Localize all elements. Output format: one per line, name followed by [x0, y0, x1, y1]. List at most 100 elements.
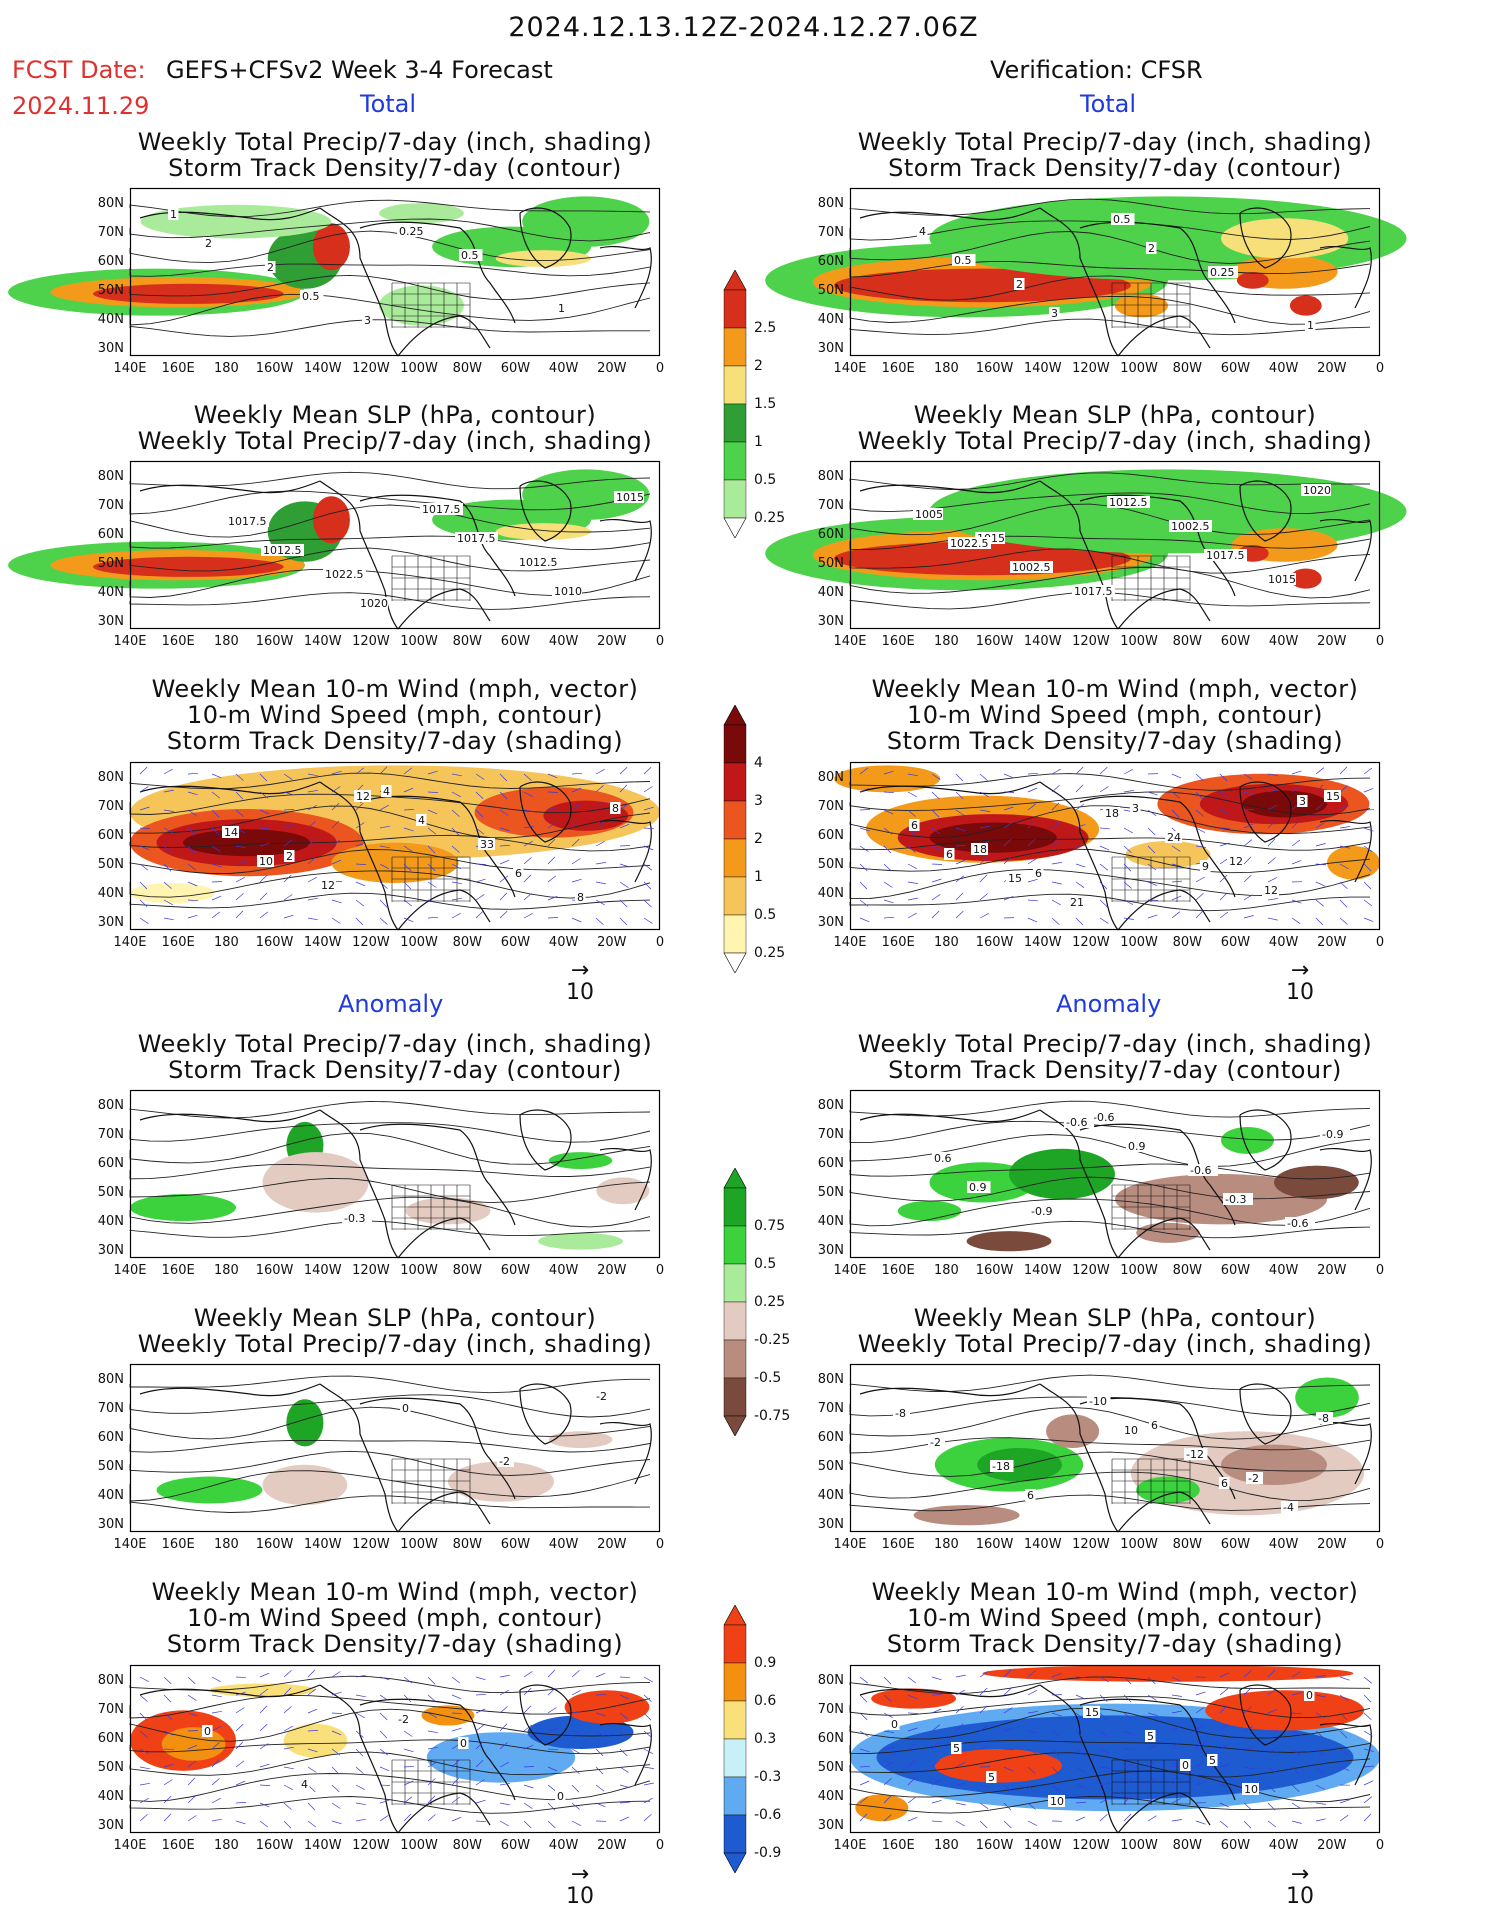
contour-label-bg	[358, 597, 388, 609]
lat-tick-label: 80N	[817, 1372, 844, 1387]
contour-label: 0.6	[934, 1152, 952, 1165]
lon-tick-label: 80W	[1172, 935, 1202, 950]
coastlines	[859, 1383, 1372, 1533]
coastlines	[859, 207, 1372, 357]
fcst-date-value: 2024.11.29	[12, 92, 150, 120]
contour-label-bg	[889, 1718, 900, 1730]
contour-label-bg	[299, 1778, 310, 1790]
lat-tick-label: 70N	[97, 225, 124, 240]
colorbar-swatch	[723, 1225, 747, 1265]
lon-tick-label: 60W	[500, 1263, 531, 1278]
lat-tick-label: 80N	[817, 770, 844, 785]
shaded-region	[331, 842, 459, 883]
shaded-region	[1136, 1476, 1200, 1504]
lon-tick-label: 160W	[255, 1537, 294, 1552]
contour-label-bg	[1091, 1111, 1121, 1123]
colorbar-cap	[723, 517, 747, 539]
lon-tick-label: 120W	[1072, 1263, 1110, 1278]
shaded-region	[982, 1665, 1354, 1682]
lon-tick-label: 80W	[1172, 1537, 1202, 1552]
lon-tick-label: 140E	[833, 1263, 867, 1278]
shaded-region	[1125, 840, 1211, 868]
lon-tick-label: 120W	[1072, 361, 1110, 376]
lon-tick-label: 180	[213, 634, 239, 649]
contour-label: 1017.5	[1206, 549, 1245, 562]
contour-label-bg	[555, 1790, 566, 1802]
contour-label: 1017.5	[422, 503, 461, 516]
lat-tick-label: 70N	[817, 225, 844, 240]
contour-label: -12	[1186, 1448, 1204, 1461]
contour-label: 1020	[360, 597, 388, 610]
lat-tick-label: 50N	[817, 283, 844, 298]
panel-title: Weekly Mean 10-m Wind (mph, vector)	[871, 675, 1359, 703]
lon-tick-label: 20W	[597, 634, 627, 649]
lon-tick-label: 0	[1375, 935, 1385, 950]
contour-label-bg	[1200, 860, 1211, 872]
contour-label-bg	[1006, 872, 1023, 884]
lon-tick-label: 40W	[548, 1263, 579, 1278]
contour-label: 3	[1051, 307, 1058, 320]
lat-tick-label: 80N	[97, 1673, 124, 1688]
contour-label-bg	[400, 1402, 411, 1414]
contour-label-bg	[1149, 1419, 1160, 1431]
contour-label-bg	[362, 314, 373, 326]
contour-label: 6	[1151, 1419, 1158, 1432]
colorbar-label: -0.3	[754, 1769, 782, 1785]
colorbar-cap	[723, 1604, 747, 1626]
colorbar-swatch	[723, 1624, 747, 1664]
map-plot: 6 3 12 15 18 21 24 12 6 15 18 9 3 6	[834, 761, 1381, 931]
contour-lines	[129, 1375, 651, 1513]
contour-label-bg	[300, 290, 324, 302]
lat-tick-label: 80N	[97, 770, 124, 785]
contour-label-bg	[1014, 278, 1025, 290]
shaded-region	[1289, 568, 1322, 589]
contour-label-bg	[1301, 484, 1331, 496]
coastlines	[139, 1383, 652, 1533]
lon-tick-label: 160W	[975, 634, 1014, 649]
lat-tick-label: 40N	[97, 312, 124, 327]
lon-tick-label: 80W	[452, 935, 482, 950]
lon-tick-label: 140E	[113, 1838, 147, 1853]
contour-label-bg	[513, 867, 524, 879]
lat-tick-label: 80N	[817, 196, 844, 211]
lat-tick-label: 30N	[817, 1818, 844, 1833]
lon-tick-label: 140W	[1023, 935, 1062, 950]
shaded-region	[1046, 1414, 1100, 1448]
lat-tick-label: 40N	[817, 1789, 844, 1804]
colorbar-label: 0.25	[754, 1294, 786, 1310]
lon-tick-label: 160W	[975, 1838, 1014, 1853]
contour-label: 3	[364, 314, 371, 327]
lat-tick-label: 40N	[817, 585, 844, 600]
vector-reference-1: → 10	[566, 958, 594, 1006]
lon-tick-label: 40W	[1268, 1263, 1299, 1278]
lon-tick-label: 140E	[113, 1263, 147, 1278]
contour-label: 0.5	[1113, 213, 1131, 226]
lon-tick-label: 80W	[1172, 1838, 1202, 1853]
contour-label: 0	[891, 1718, 898, 1731]
colorbar-swatch	[723, 800, 747, 840]
colorbar-swatch	[723, 1377, 747, 1417]
contour-label: 0	[1182, 1759, 1189, 1772]
contour-label-bg	[1111, 213, 1135, 225]
colorbar-swatches	[723, 704, 747, 974]
contour-label: 14	[224, 826, 238, 839]
panel-title: Weekly Mean 10-m Wind (mph, vector)	[151, 675, 639, 703]
lat-tick-label: 40N	[817, 1488, 844, 1503]
contour-label-bg	[261, 544, 304, 556]
contour-lines	[129, 1675, 651, 1814]
panel-title: Weekly Total Precip/7-day (inch, shading…	[137, 1330, 653, 1358]
colorbar-cap	[723, 704, 747, 726]
lon-tick-label: 120W	[1072, 935, 1110, 950]
contour-label: 5	[953, 1742, 960, 1755]
contour-label-bg	[1262, 884, 1279, 896]
shaded-region	[1009, 1148, 1115, 1200]
shaded-region	[92, 283, 284, 304]
contour-label: 1020	[1303, 484, 1331, 497]
lon-tick-label: 0	[655, 935, 665, 950]
lon-tick-label: 180	[933, 1838, 959, 1853]
contour-label-bg	[971, 843, 988, 855]
lat-tick-label: 60N	[97, 254, 124, 269]
contour-label-bg	[1064, 1116, 1094, 1128]
lon-tick-label: 0	[1375, 1263, 1385, 1278]
map-plot: 6 -2 -8 -18 -10 -12 -4 -2 6 10 6 -8	[849, 1363, 1381, 1533]
